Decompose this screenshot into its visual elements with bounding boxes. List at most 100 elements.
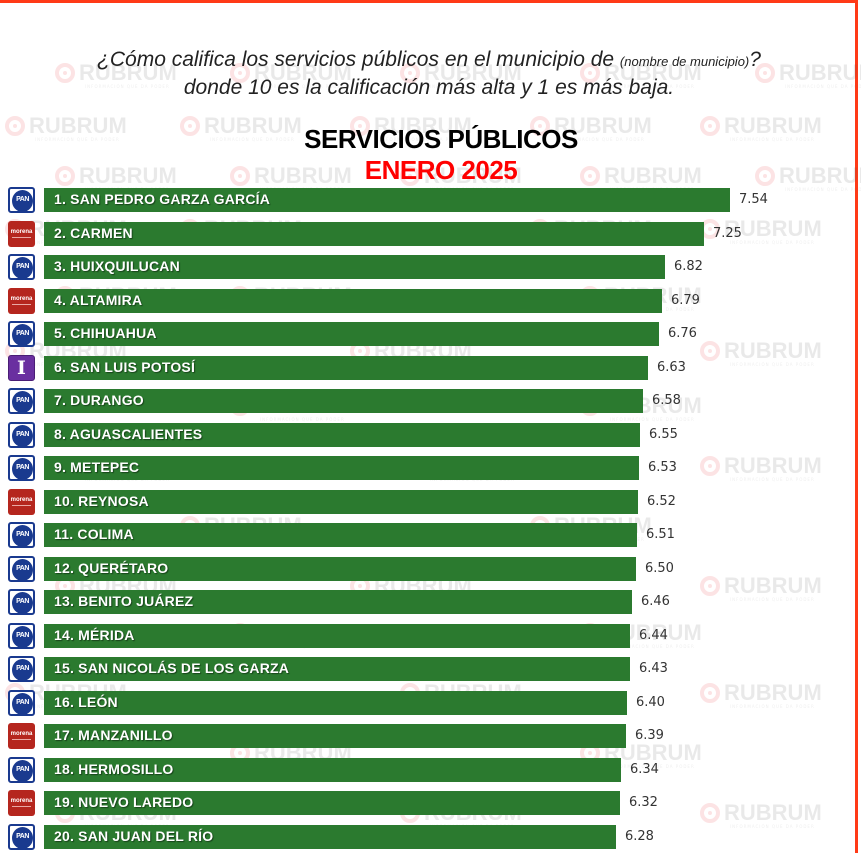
chart-row: morena 17. MANZANILLO 6.39 <box>0 723 858 749</box>
bar-category-label: 19. NUEVO LAREDO <box>54 794 194 810</box>
bar-value-label: 6.40 <box>636 694 665 710</box>
chart-row: PAN 18. HERMOSILLO 6.34 <box>0 756 858 783</box>
chart-row: PAN 8. AGUASCALIENTES 6.55 <box>0 421 858 448</box>
bar-value-label: 6.44 <box>639 627 668 643</box>
bar-category-label: 13. BENITO JUÁREZ <box>54 593 194 609</box>
bar-value-label: 6.50 <box>645 560 674 576</box>
bar-category-label: 7. DURANGO <box>54 392 144 408</box>
chart-row: morena 10. REYNOSA 6.52 <box>0 488 858 515</box>
bar-value-label: 6.32 <box>629 795 658 810</box>
chart-row: PAN 15. SAN NICOLÁS DE LOS GARZA 6.43 <box>0 656 858 682</box>
bar <box>44 590 632 614</box>
chart-row: PAN 1. SAN PEDRO GARZA GARCÍA 7.54 <box>0 187 858 213</box>
bar-value-label: 6.43 <box>639 661 668 676</box>
bar-category-label: 1. SAN PEDRO GARZA GARCÍA <box>54 191 271 207</box>
chart-row: PAN 20. SAN JUAN DEL RÍO 6.28 <box>0 823 858 850</box>
bar-category-label: 6. SAN LUIS POTOSÍ <box>54 358 196 375</box>
question-main-text: ¿Cómo califica los servicios públicos en… <box>97 48 620 71</box>
chart-row: PAN 7. DURANGO 6.58 <box>0 388 858 414</box>
bar <box>44 489 638 514</box>
morena-party-logo-icon: morena <box>8 220 35 247</box>
chart-row: PAN 11. COLIMA 6.51 <box>0 522 858 548</box>
chart-row: morena 4. ALTAMIRA 6.79 <box>0 287 858 314</box>
bar <box>44 556 636 581</box>
chart-row: PAN 5. CHIHUAHUA 6.76 <box>0 321 858 347</box>
bar-category-label: 18. HERMOSILLO <box>54 760 174 777</box>
bar-value-label: 7.54 <box>739 192 768 207</box>
bar-category-label: 10. REYNOSA <box>54 492 149 509</box>
bar-value-label: 6.58 <box>652 393 681 408</box>
chart-row: PAN 16. LEÓN 6.40 <box>0 689 858 716</box>
bar-value-label: 6.55 <box>649 426 678 442</box>
bar <box>44 791 620 815</box>
pan-party-logo-icon: PAN <box>8 455 35 481</box>
chart-subtitle: ENERO 2025 <box>364 155 518 185</box>
bar <box>44 824 616 849</box>
independiente-party-logo-icon: I <box>8 354 35 381</box>
bar-category-label: 11. COLIMA <box>54 526 134 542</box>
chart-row: I 6. SAN LUIS POTOSÍ 6.63 <box>0 354 858 381</box>
bar <box>44 355 648 380</box>
survey-question-line-1: ¿Cómo califica los servicios públicos en… <box>0 48 858 72</box>
survey-question-line-2: donde 10 es la calificación más alta y 1… <box>183 76 675 99</box>
bar <box>44 657 630 681</box>
bar-value-label: 6.28 <box>625 828 654 844</box>
bar-category-label: 14. MÉRIDA <box>54 626 135 643</box>
chart-row: morena 2. CARMEN 7.25 <box>0 220 858 247</box>
bar-category-label: 4. ALTAMIRA <box>54 291 143 308</box>
bar-category-label: 16. LEÓN <box>54 693 118 710</box>
chart-row: PAN 12. QUERÉTARO 6.50 <box>0 555 858 582</box>
bar <box>44 389 643 413</box>
pan-party-logo-icon: PAN <box>8 187 35 213</box>
morena-party-logo-icon: morena <box>8 287 35 314</box>
bar-value-label: 6.39 <box>635 728 664 743</box>
question-placeholder-text: (nombre de municipio) <box>619 54 750 69</box>
bar-value-label: 6.53 <box>648 460 677 475</box>
bar-category-label: 17. MANZANILLO <box>54 727 173 743</box>
chart-title: SERVICIOS PÚBLICOS <box>304 124 578 154</box>
bar-value-label: 6.34 <box>630 761 659 777</box>
pan-party-logo-icon: PAN <box>8 689 35 716</box>
bar <box>44 322 659 346</box>
bar-value-label: 6.79 <box>671 292 700 308</box>
morena-party-logo-icon: morena <box>8 790 35 816</box>
frame-right-border <box>855 0 858 853</box>
bar-category-label: 15. SAN NICOLÁS DE LOS GARZA <box>54 660 290 676</box>
pan-party-logo-icon: PAN <box>8 522 35 548</box>
bar <box>44 221 704 246</box>
bar-category-label: 12. QUERÉTARO <box>54 559 169 576</box>
bar <box>44 757 621 782</box>
bar-value-label: 6.46 <box>641 594 670 609</box>
pan-party-logo-icon: PAN <box>8 656 35 682</box>
morena-party-logo-icon: morena <box>8 723 35 749</box>
bar-value-label: 6.82 <box>674 259 703 274</box>
pan-party-logo-icon: PAN <box>8 421 35 448</box>
pan-party-logo-icon: PAN <box>8 622 35 649</box>
pan-party-logo-icon: PAN <box>8 254 35 280</box>
bar <box>44 288 662 313</box>
pan-party-logo-icon: PAN <box>8 388 35 414</box>
bar <box>44 724 626 748</box>
bar <box>44 422 640 447</box>
chart-row: PAN 3. HUIXQUILUCAN 6.82 <box>0 254 858 280</box>
bar <box>44 255 665 279</box>
bar-value-label: 6.52 <box>647 493 676 509</box>
bar <box>44 188 730 212</box>
bar <box>44 690 627 715</box>
bar-category-label: 20. SAN JUAN DEL RÍO <box>54 827 214 844</box>
bar <box>44 456 639 480</box>
bar-category-label: 2. CARMEN <box>54 224 133 241</box>
chart-row: PAN 13. BENITO JUÁREZ 6.46 <box>0 589 858 615</box>
frame-top-border <box>0 0 858 3</box>
bar <box>44 623 630 648</box>
question-mark: ? <box>749 48 761 71</box>
bar-value-label: 6.63 <box>657 359 686 375</box>
bar-category-label: 5. CHIHUAHUA <box>54 325 157 341</box>
chart-row: PAN 14. MÉRIDA 6.44 <box>0 622 858 649</box>
bar-category-label: 3. HUIXQUILUCAN <box>54 258 180 274</box>
bar-category-label: 8. AGUASCALIENTES <box>54 425 203 442</box>
bar-value-label: 6.76 <box>668 326 697 341</box>
pan-party-logo-icon: PAN <box>8 555 35 582</box>
bar <box>44 523 637 547</box>
